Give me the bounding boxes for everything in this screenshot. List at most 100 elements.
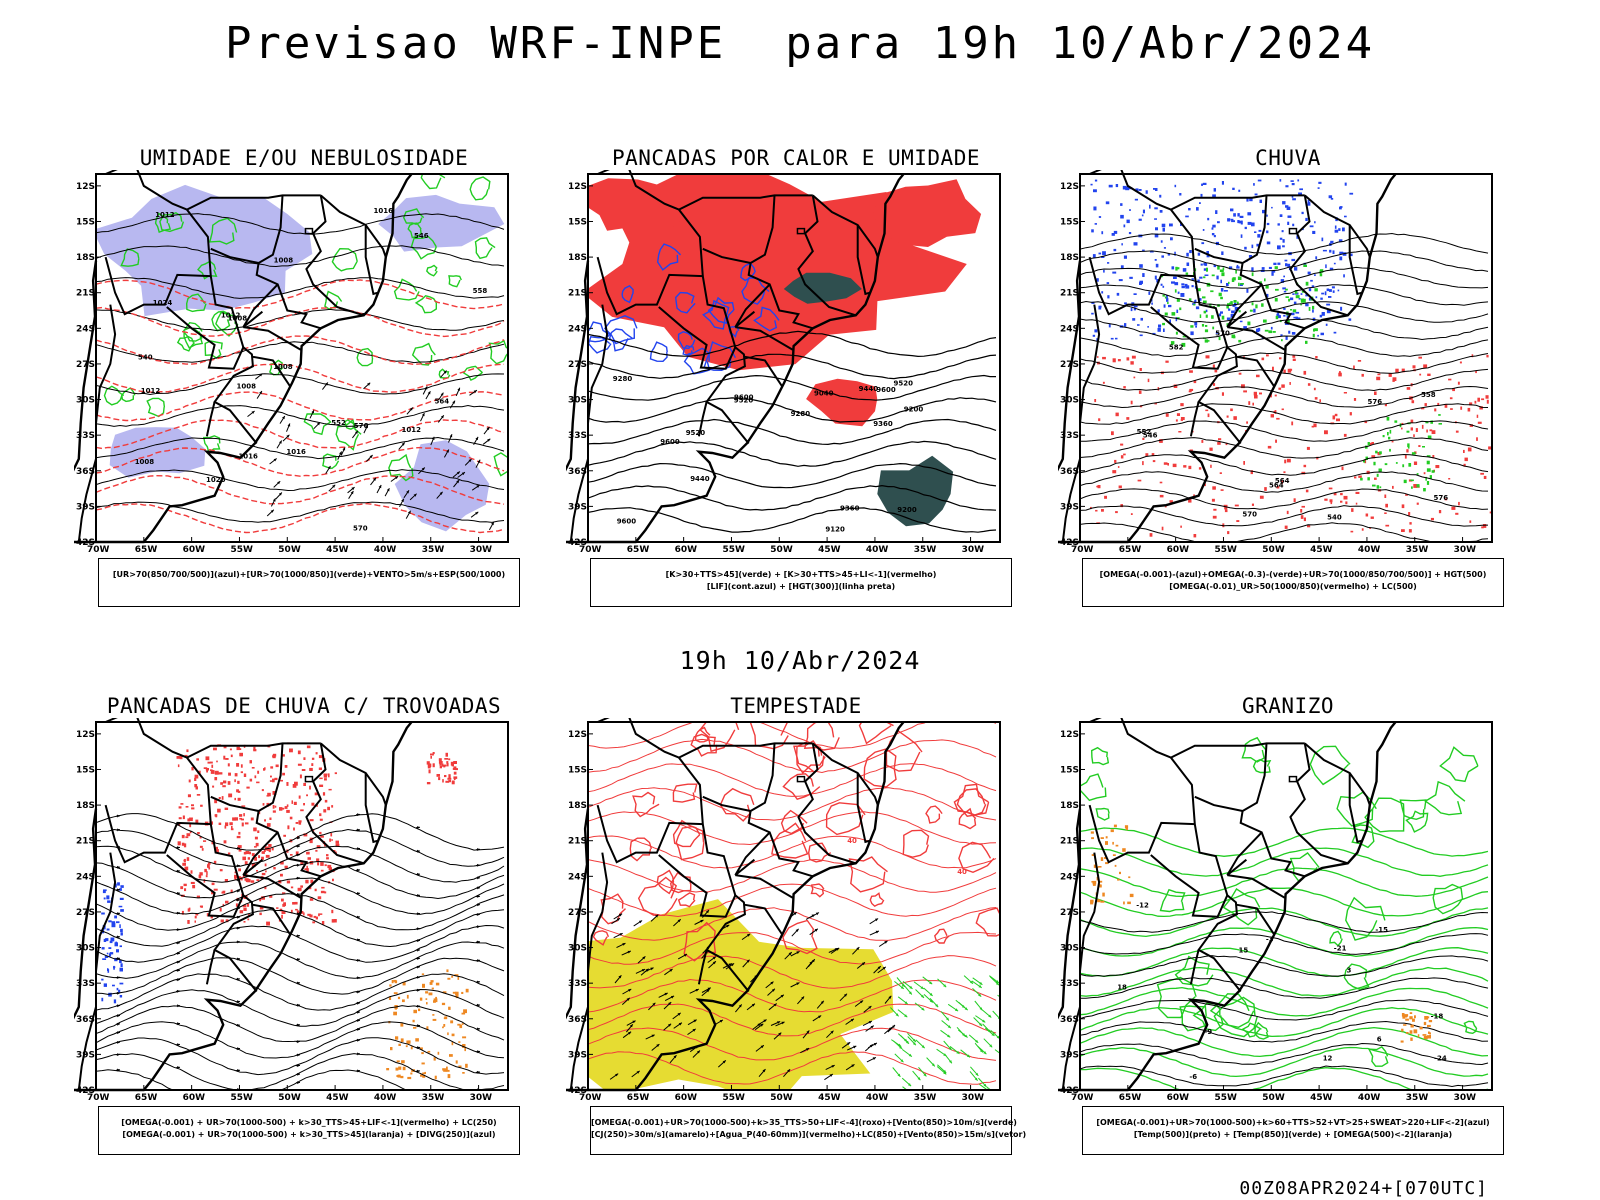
omega-dot	[1428, 1020, 1433, 1023]
wind-vector-head	[177, 1066, 180, 1069]
rain-omega-dot	[1226, 415, 1229, 418]
strong-wind-vector	[912, 1070, 921, 1081]
rain-omega-dot	[1160, 240, 1163, 243]
thunder-rain-dot	[452, 767, 455, 770]
streamline-arrow	[115, 991, 121, 995]
temperature-850-contour	[1364, 797, 1405, 833]
wind-vector-head	[117, 957, 120, 961]
wind-vector-head	[831, 1065, 835, 1068]
rain-omega-dot	[1201, 440, 1204, 443]
wind-vector-head	[931, 1063, 935, 1067]
rain-omega-dot	[1431, 430, 1436, 434]
wind-vector-head	[386, 488, 390, 492]
thunder-rain-dot	[268, 844, 272, 848]
wind-vector-head	[788, 952, 792, 956]
wind-vector	[464, 458, 472, 466]
thunder-rain-dot	[459, 1024, 463, 1029]
wind-vector-head	[781, 1021, 785, 1025]
rain-omega-dot	[1324, 498, 1328, 501]
rain-omega-dot	[1173, 276, 1177, 279]
lat-label: 12S	[568, 182, 587, 192]
streamline-arrow	[115, 1031, 121, 1035]
rain-omega-dot	[1177, 291, 1180, 294]
wind-vector	[622, 988, 632, 995]
contour-label: 9600	[617, 517, 637, 525]
thunder-rain-dot	[185, 806, 189, 808]
rain-omega-dot	[1376, 473, 1379, 477]
rain-omega-dot	[1295, 316, 1298, 320]
rain-omega-dot	[1411, 452, 1416, 455]
thunder-rain-dot	[241, 805, 246, 807]
map-frame	[1079, 721, 1493, 1091]
lat-label: 42S	[568, 538, 587, 548]
rain-omega-dot	[1178, 431, 1182, 433]
lon-label: 55W	[723, 1093, 746, 1103]
rain-omega-dot	[1191, 285, 1194, 288]
country-border	[305, 743, 365, 865]
rain-omega-dot	[1406, 449, 1409, 453]
wind-vector-head	[921, 1007, 925, 1011]
wind-vector-head	[117, 814, 120, 818]
thunder-rain-dot	[400, 1038, 404, 1042]
thunder-rain-dot	[213, 860, 217, 864]
wind-vector-head	[979, 1007, 983, 1011]
rain-omega-dot	[1165, 360, 1169, 363]
rain-omega-dot	[1365, 513, 1369, 517]
rain-omega-dot	[1284, 525, 1288, 529]
rain-omega-dot	[1103, 269, 1105, 273]
height-contour	[588, 440, 997, 467]
wind-vector-head	[975, 1039, 979, 1043]
thunder-rain-dot	[445, 752, 448, 757]
height-contour	[1080, 352, 1489, 374]
lon-label: 30W	[1454, 545, 1477, 555]
wind-vector	[635, 968, 646, 974]
rain-omega-dot	[1154, 218, 1157, 220]
rain-omega-dot	[1236, 264, 1239, 268]
precipitable-water-contour	[629, 837, 653, 862]
wind-vector-head	[417, 1046, 420, 1050]
rain-omega-dot	[1149, 250, 1154, 253]
precipitable-water-contour	[632, 791, 660, 818]
contour-label: 40	[957, 868, 967, 876]
country-border	[856, 225, 871, 296]
rain-omega-dot	[1284, 459, 1287, 464]
wind-vector	[621, 997, 631, 1005]
streamline-arrow	[355, 1001, 361, 1005]
wind-vector	[805, 960, 813, 970]
thickness-line	[96, 306, 505, 338]
thunder-rain-dot	[324, 891, 327, 894]
rain-omega-dot	[1388, 436, 1391, 440]
temperature-850-contour	[1174, 955, 1214, 987]
wind-vector	[613, 913, 623, 920]
wind-vector	[828, 947, 839, 953]
thunder-rain-dot	[309, 785, 311, 790]
thunder-rain-dot	[206, 871, 208, 875]
thunder-rain-dot	[186, 749, 189, 753]
thunder-rain-dot	[225, 758, 229, 760]
lon-label: 60W	[675, 545, 698, 555]
wind-vector-head	[440, 415, 444, 419]
wind-vector	[430, 436, 435, 446]
thunder-rain-dot	[321, 886, 325, 889]
wind-vector-head	[995, 982, 999, 986]
rain-omega-dot	[1274, 410, 1277, 414]
streamline-arrow	[355, 938, 361, 942]
omega-dot	[1117, 878, 1120, 881]
rain-omega-dot	[1293, 301, 1297, 304]
humidity-contour	[474, 237, 496, 260]
rain-omega-dot	[1392, 377, 1397, 381]
wind-vector-head	[177, 892, 180, 895]
thunder-rain-dot	[282, 903, 285, 907]
wind-vector-head	[357, 1038, 360, 1042]
thunder-rain-dot	[229, 822, 233, 826]
rain-omega-dot	[1195, 306, 1200, 310]
divergence-dot	[106, 895, 110, 900]
thunder-rain-dot	[303, 782, 306, 786]
wind-vector-head	[979, 1023, 983, 1026]
thunder-rain-dot	[433, 998, 438, 1003]
height-contour	[1080, 437, 1489, 459]
rain-omega-dot	[1120, 455, 1124, 459]
wind-vector-head	[979, 1049, 983, 1053]
map-tempestade: 404012S15S18S21S24S27S30S33S36S39S42S70W…	[566, 718, 1001, 1103]
rain-omega-dot	[1217, 442, 1221, 445]
